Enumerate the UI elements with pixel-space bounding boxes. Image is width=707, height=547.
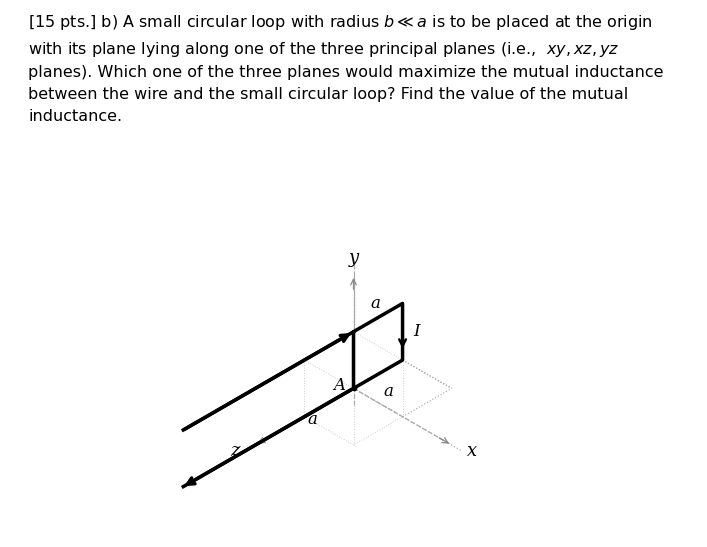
Text: I: I [413,323,419,340]
Text: x: x [467,441,477,459]
Text: [15 pts.] b) A small circular loop with radius $b \ll a$ is to be placed at the : [15 pts.] b) A small circular loop with … [28,13,664,124]
Text: A: A [333,377,345,394]
Text: a: a [384,383,394,400]
Text: a: a [308,411,317,428]
Text: z: z [230,441,240,459]
Text: a: a [370,295,380,312]
Text: y: y [349,248,358,266]
